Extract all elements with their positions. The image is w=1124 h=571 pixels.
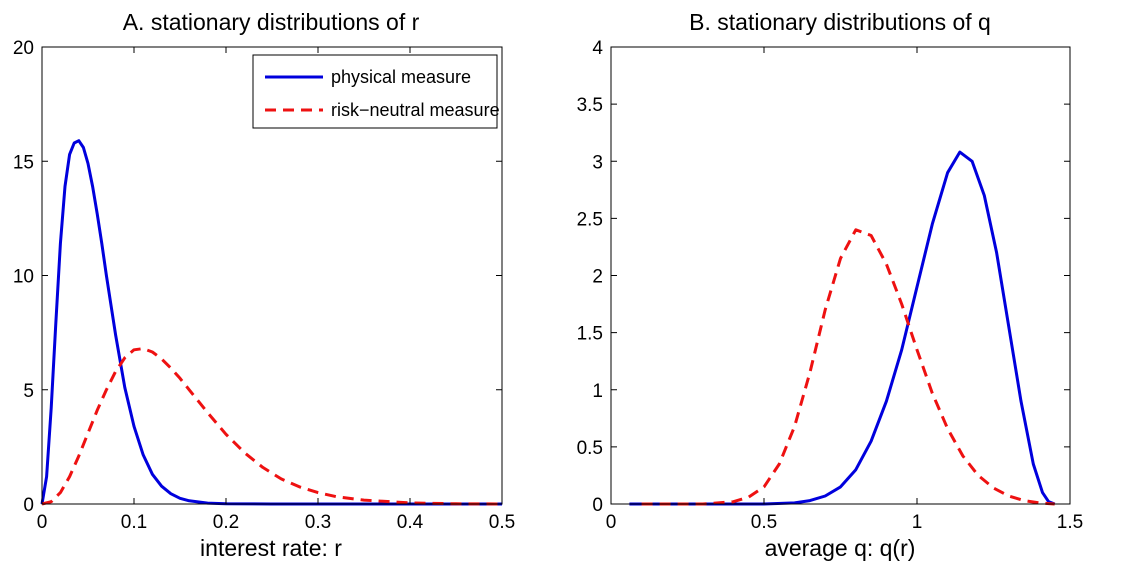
panel-b: B. stationary distributions of q 0 0.5 1 1.…	[577, 9, 1084, 561]
panel-a-xtick-label: 0.5	[489, 512, 515, 533]
panel-b-xlabel: average q: q(r)	[765, 535, 916, 561]
legend-box	[252, 54, 498, 129]
panel-b-ytick-label: 4	[592, 38, 603, 59]
panel-b-ytick-label: 3.5	[577, 95, 603, 116]
legend-label-risk-neutral: risk−neutral measure	[331, 100, 500, 120]
panel-b-series-physical-line	[629, 150, 1056, 506]
panel-a-xtick-label: 0.2	[213, 512, 239, 533]
panel-a-ytick-label: 20	[13, 38, 34, 59]
panel-b-xtick-label: 0	[606, 512, 617, 533]
panel-b-series-risk-neutral-line	[641, 228, 1055, 506]
panel-a-ytick-label: 10	[13, 267, 34, 288]
panel-b-ytick-label: 2	[592, 267, 603, 288]
panel-a-title: A. stationary distributions of r	[123, 9, 420, 35]
panel-b-ytick-label: 3	[592, 152, 603, 173]
panel-a-xtick-label: 0.4	[397, 512, 424, 533]
legend-label-physical: physical measure	[331, 67, 471, 87]
panel-b-ytick-label: 2.5	[577, 209, 603, 230]
panel-a-xtick-label: 0.1	[121, 512, 147, 533]
panel-a-series-risk-neutral-line	[41, 347, 503, 506]
panel-b-xtick-label: 1.5	[1057, 512, 1083, 533]
panel-a-ytick-label: 5	[23, 381, 34, 402]
panel-b-title: B. stationary distributions of q	[689, 9, 991, 35]
panel-a-xtick-label: 0	[37, 512, 48, 533]
panel-a-ytick-label: 0	[23, 495, 34, 516]
panel-b-plot-area: 0 0.5 1 1.5 0 0.5 1 1.5 2 2.5 3 3.5 4	[577, 38, 1084, 533]
panel-a-xlabel: interest rate: r	[200, 535, 342, 561]
panel-b-ytick-label: 0.5	[577, 438, 603, 459]
legend: physical measure risk−neutral measure	[252, 54, 500, 129]
panel-a-ytick-label: 15	[13, 152, 34, 173]
panel-a-series-physical-line	[40, 139, 502, 506]
panel-b-xtick-label: 0.5	[751, 512, 777, 533]
panel-a: A. stationary distributions of r 0 0.1 0.2…	[13, 9, 515, 561]
panel-b-ytick-label: 0	[592, 495, 603, 516]
panel-a-plot-area: 0 0.1 0.2 0.3 0.4 0.5 0 5 10 15 20	[13, 38, 515, 533]
panel-b-ytick-label: 1.5	[577, 324, 603, 345]
panel-a-xtick-label: 0.3	[305, 512, 331, 533]
panel-b-xtick-label: 1	[912, 512, 923, 533]
panel-b-ytick-label: 1	[592, 381, 603, 402]
